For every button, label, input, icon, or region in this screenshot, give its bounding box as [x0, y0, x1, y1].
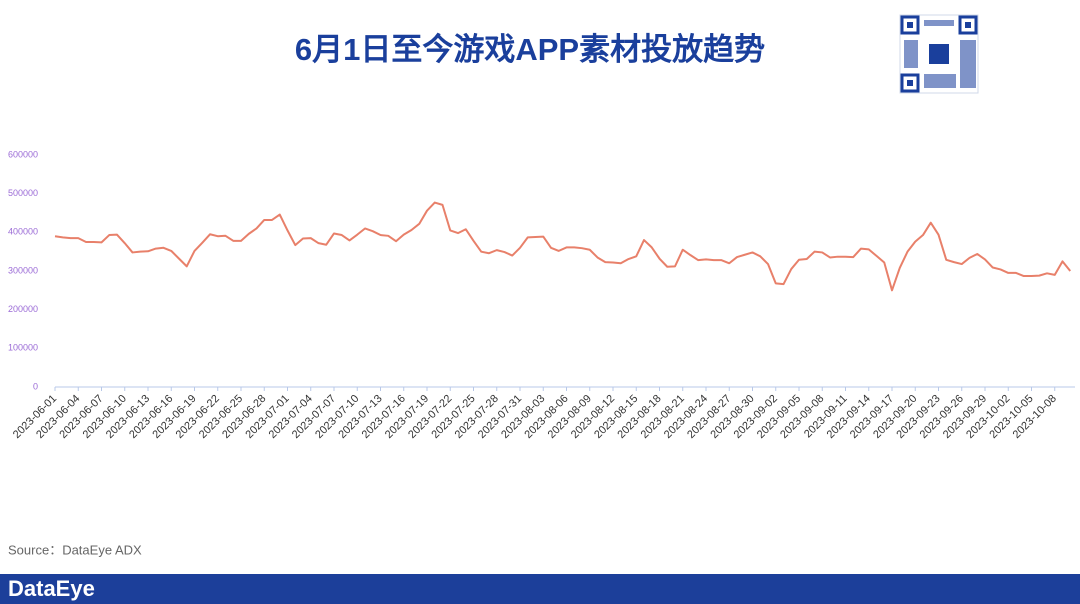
qr-code — [899, 14, 979, 94]
y-tick-label: 100000 — [8, 343, 38, 353]
brand: DataEye — [8, 576, 95, 601]
chart-title: 6月1日至今游戏APP素材投放趋势 — [295, 32, 765, 67]
y-tick-label: 0 — [33, 381, 38, 391]
footer-bar — [0, 574, 1080, 604]
y-tick-label: 500000 — [8, 188, 38, 198]
y-tick-label: 300000 — [8, 265, 38, 275]
y-tick-label: 400000 — [8, 227, 38, 237]
source: Source：DataEye ADX — [8, 542, 142, 557]
y-tick-label: 600000 — [8, 149, 38, 159]
y-tick-label: 200000 — [8, 304, 38, 314]
line — [54, 201, 1072, 292]
